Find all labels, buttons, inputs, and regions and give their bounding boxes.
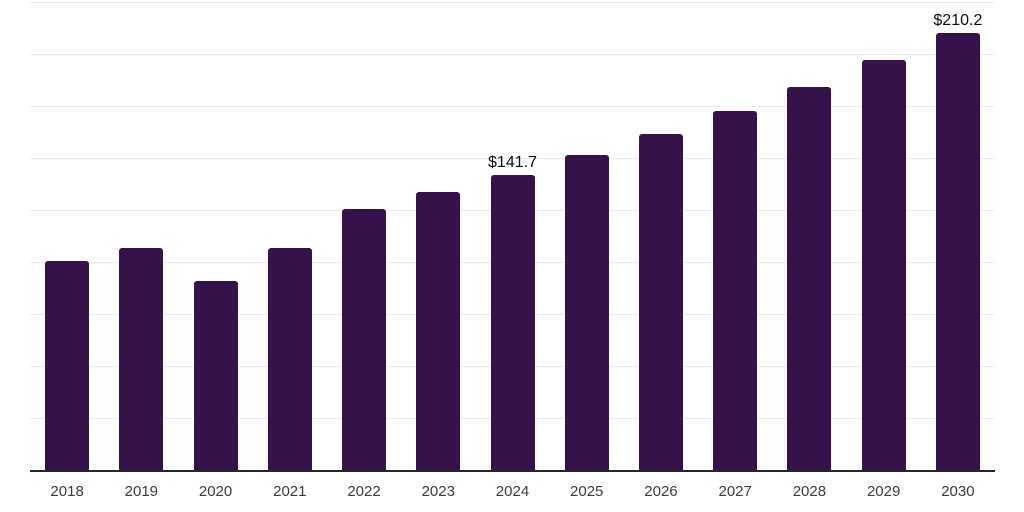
x-tick-label-2026: 2026	[644, 483, 678, 500]
x-tick-label-2019: 2019	[124, 483, 159, 500]
gridline-175	[30, 106, 995, 107]
bar-2021	[267, 247, 312, 470]
x-tick-label-2020: 2020	[198, 483, 233, 500]
plot-area: $141.7 $210.2	[30, 2, 995, 470]
bar-2022	[342, 208, 387, 470]
bar-2027	[713, 110, 758, 470]
x-tick-label-2028: 2028	[792, 483, 827, 500]
gridline-150	[30, 158, 995, 159]
gridline-225	[30, 2, 995, 3]
bar-2030	[935, 32, 980, 470]
bar-2023	[416, 191, 461, 470]
x-tick-label-2025: 2025	[570, 483, 604, 500]
gridline-200	[30, 54, 995, 55]
x-tick-label-2024: 2024	[495, 483, 530, 500]
bar-2026	[638, 133, 683, 470]
x-tick-label-2018: 2018	[50, 483, 84, 500]
bar-2028	[787, 86, 832, 470]
bar-2029	[861, 60, 906, 470]
x-axis-line	[30, 470, 995, 472]
x-tick-label-2029: 2029	[866, 483, 901, 500]
bar-2019	[119, 248, 164, 470]
x-tick-label-2023: 2023	[421, 483, 455, 500]
x-tick-label-2030: 2030	[941, 483, 975, 500]
bar-2025	[564, 155, 609, 470]
bar-2018	[45, 261, 90, 470]
data-label-2024: $141.7	[488, 154, 537, 172]
data-label-2030: $210.2	[933, 11, 983, 29]
bar-2024	[490, 175, 535, 470]
x-tick-label-2021: 2021	[273, 483, 307, 500]
x-tick-label-2027: 2027	[718, 483, 752, 500]
x-tick-label-2022: 2022	[347, 483, 381, 500]
bar-2020	[193, 281, 238, 470]
